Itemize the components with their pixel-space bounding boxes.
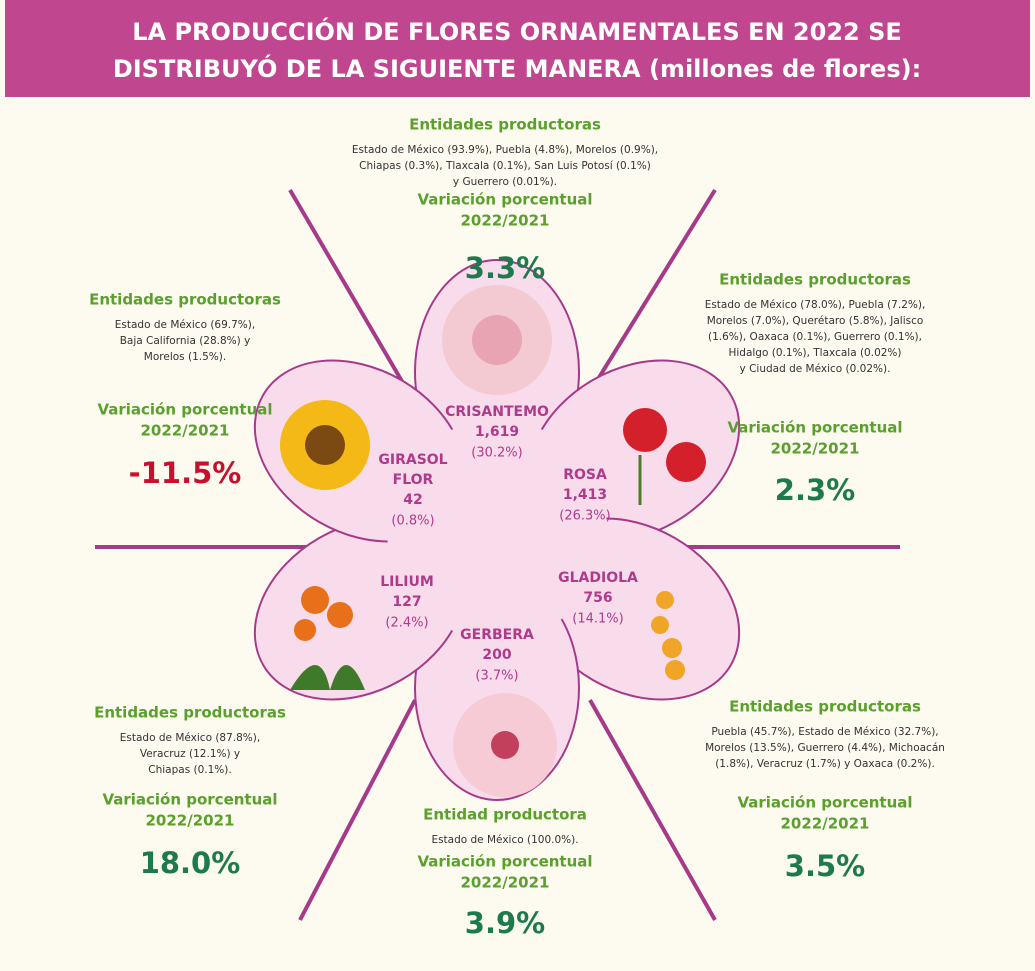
entities: Morelos (1.5%). <box>144 351 226 363</box>
flower-value: 756 <box>583 590 612 606</box>
block-heading: Entidad productora <box>423 806 587 824</box>
flower-name: ROSA <box>563 467 607 483</box>
entities: Puebla (45.7%), Estado de México (32.7%)… <box>711 726 938 738</box>
variation-label: 2022/2021 <box>771 440 860 458</box>
variation-label: 2022/2021 <box>141 422 230 440</box>
flower-value: 1,619 <box>475 424 519 440</box>
entities: Morelos (13.5%), Guerrero (4.4%), Michoa… <box>705 742 945 754</box>
flower-name: GERBERA <box>460 627 534 643</box>
block-heading: Entidades productoras <box>729 698 921 716</box>
entities: Chiapas (0.3%), Tlaxcala (0.1%), San Lui… <box>359 160 651 172</box>
flower-name: GLADIOLA <box>558 570 638 586</box>
entities: Estado de México (93.9%), Puebla (4.8%),… <box>352 144 658 156</box>
title: DISTRIBUYÓ DE LA SIGUIENTE MANERA (millo… <box>113 53 921 83</box>
entities: Veracruz (12.1%) y <box>140 748 240 760</box>
content: LA PRODUCCIÓN DE FLORES ORNAMENTALES EN … <box>89 16 945 940</box>
variation-label: Variación porcentual <box>727 419 902 437</box>
entities: Estado de México (78.0%), Puebla (7.2%), <box>705 299 926 311</box>
flower-value: 1,413 <box>563 487 607 503</box>
title: LA PRODUCCIÓN DE FLORES ORNAMENTALES EN … <box>132 16 902 46</box>
flower-share: (0.8%) <box>391 514 434 529</box>
variation-label: Variación porcentual <box>97 401 272 419</box>
block-heading: Entidades productoras <box>94 704 286 722</box>
variation-value: -11.5% <box>129 456 242 490</box>
variation-label: 2022/2021 <box>146 812 235 830</box>
flower-name: CRISANTEMO <box>445 404 549 420</box>
flower-share: (30.2%) <box>471 446 522 461</box>
variation-value: 3.9% <box>465 906 545 940</box>
variation-label: Variación porcentual <box>417 853 592 871</box>
flower-icons <box>280 285 706 797</box>
variation-label: 2022/2021 <box>781 815 870 833</box>
variation-label: Variación porcentual <box>737 794 912 812</box>
flower-name: LILIUM <box>380 574 434 590</box>
variation-value: 3.5% <box>785 849 865 883</box>
block-heading: Entidades productoras <box>409 116 601 134</box>
entities: (1.8%), Veracruz (1.7%) y Oaxaca (0.2%). <box>715 758 935 770</box>
flower-share: (26.3%) <box>559 509 610 524</box>
entities: Hidalgo (0.1%), Tlaxcala (0.02%) <box>728 347 901 359</box>
entities: Baja California (28.8%) y <box>120 335 251 347</box>
entities: Estado de México (100.0%). <box>431 834 578 846</box>
flower-value: 200 <box>482 647 511 663</box>
entities: Chiapas (0.1%). <box>148 764 231 776</box>
flower-share: (2.4%) <box>385 616 428 631</box>
entities: y Ciudad de México (0.02%). <box>740 363 891 375</box>
variation-label: 2022/2021 <box>461 874 550 892</box>
flower-name: GIRASOL <box>378 452 447 468</box>
flower-share: (14.1%) <box>572 612 623 627</box>
variation-label: Variación porcentual <box>102 791 277 809</box>
block-heading: Entidades productoras <box>89 291 281 309</box>
divider-lines <box>95 188 900 921</box>
variation-label: Variación porcentual <box>417 191 592 209</box>
variation-value: 2.3% <box>775 473 855 507</box>
block-heading: Entidades productoras <box>719 271 911 289</box>
flower-value: 42 <box>403 492 422 508</box>
variation-label: 2022/2021 <box>461 212 550 230</box>
entities: (1.6%), Oaxaca (0.1%), Guerrero (0.1%), <box>708 331 922 343</box>
flower-center <box>387 420 607 640</box>
flower-value: 127 <box>392 594 421 610</box>
entities: y Guerrero (0.01%). <box>453 176 557 188</box>
flower-name: FLOR <box>393 472 434 488</box>
header-bar <box>5 0 1030 97</box>
flower-share: (3.7%) <box>475 669 518 684</box>
entities: Estado de México (87.8%), <box>120 732 260 744</box>
entities: Estado de México (69.7%), <box>115 319 255 331</box>
entities: Morelos (7.0%), Querétaro (5.8%), Jalisc… <box>707 315 924 327</box>
variation-value: 18.0% <box>140 846 241 880</box>
variation-value: 3.3% <box>465 251 545 285</box>
